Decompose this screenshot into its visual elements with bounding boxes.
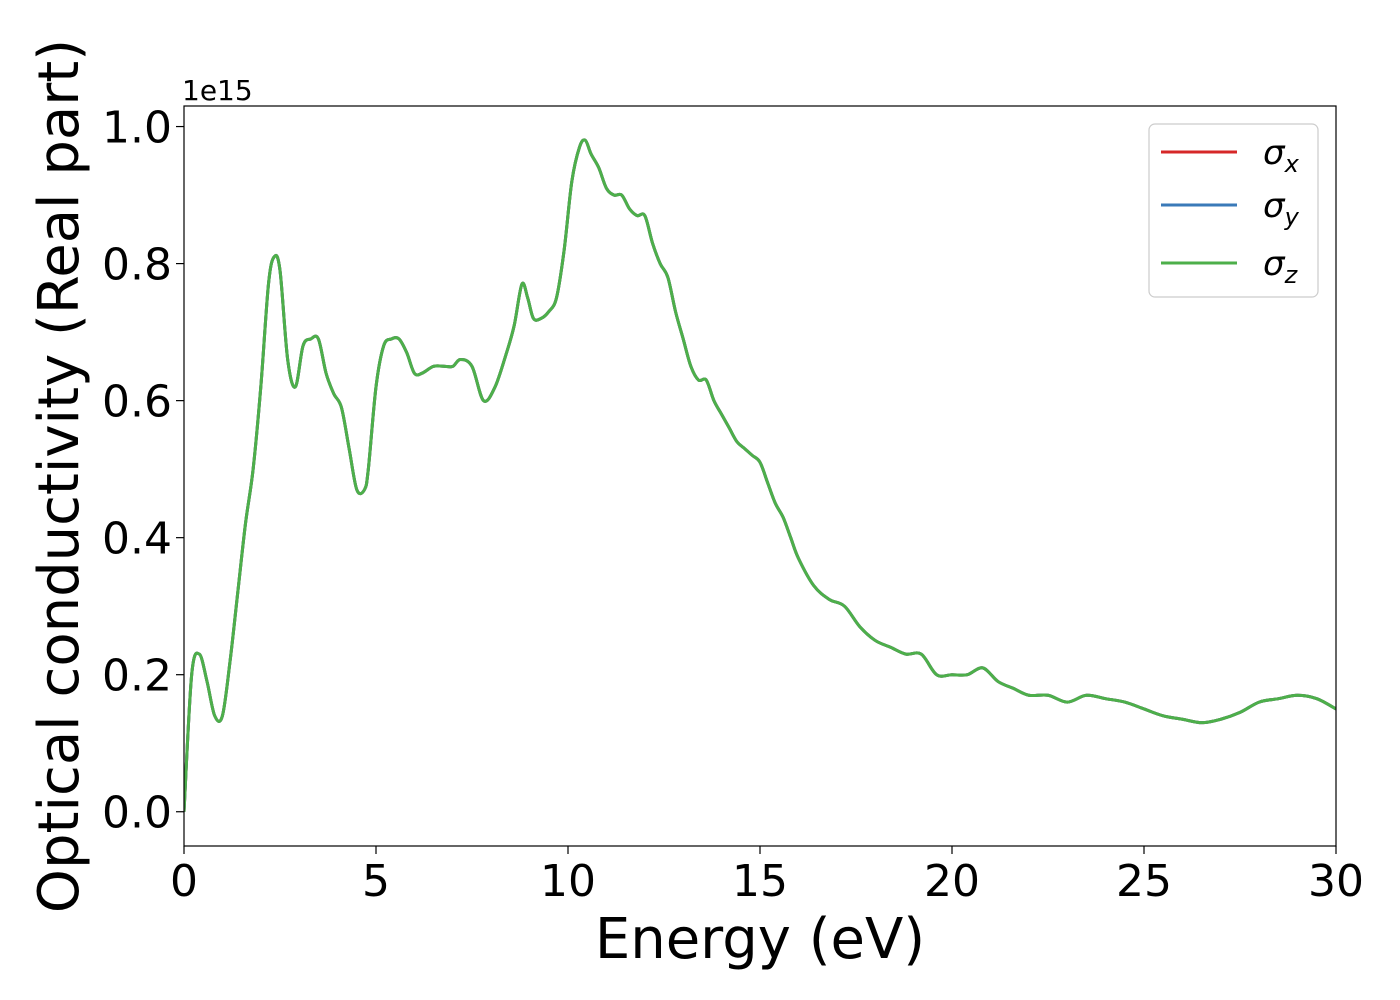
y-tick-label: 0.2 <box>102 651 172 702</box>
x-tick-label: 5 <box>362 856 390 907</box>
x-tick-label: 30 <box>1308 856 1364 907</box>
legend-label-σy: σy <box>1263 186 1300 231</box>
legend-label-σx: σx <box>1263 133 1300 178</box>
x-tick-label: 10 <box>540 856 596 907</box>
y-axis-ticks: 0.0 0.2 0.4 0.6 0.8 1.0 <box>102 103 184 839</box>
legend-label-σz: σz <box>1263 244 1299 289</box>
legend: σx σy σz <box>1148 123 1319 298</box>
x-tick-label: 20 <box>924 856 980 907</box>
series-line-σz <box>184 138 1336 812</box>
y-tick-label: 1.0 <box>102 103 172 154</box>
x-axis-label: Energy (eV) <box>595 907 925 972</box>
x-tick-label: 0 <box>170 856 198 907</box>
y-axis-label: Optical conductivity (Real part) <box>27 39 92 913</box>
y-tick-label: 0.4 <box>102 514 172 565</box>
x-axis-ticks: 0 5 10 15 20 25 30 <box>170 846 1364 907</box>
y-tick-label: 0.8 <box>102 240 172 291</box>
plot-area <box>183 105 1337 847</box>
plot-background <box>184 106 1336 846</box>
y-axis-offset-label: 1e15 <box>182 74 253 107</box>
x-tick-label: 25 <box>1116 856 1172 907</box>
legend-box <box>1148 123 1319 298</box>
x-tick-label: 15 <box>732 856 788 907</box>
y-tick-label: 0.6 <box>102 377 172 428</box>
y-tick-label: 0.0 <box>102 788 172 839</box>
